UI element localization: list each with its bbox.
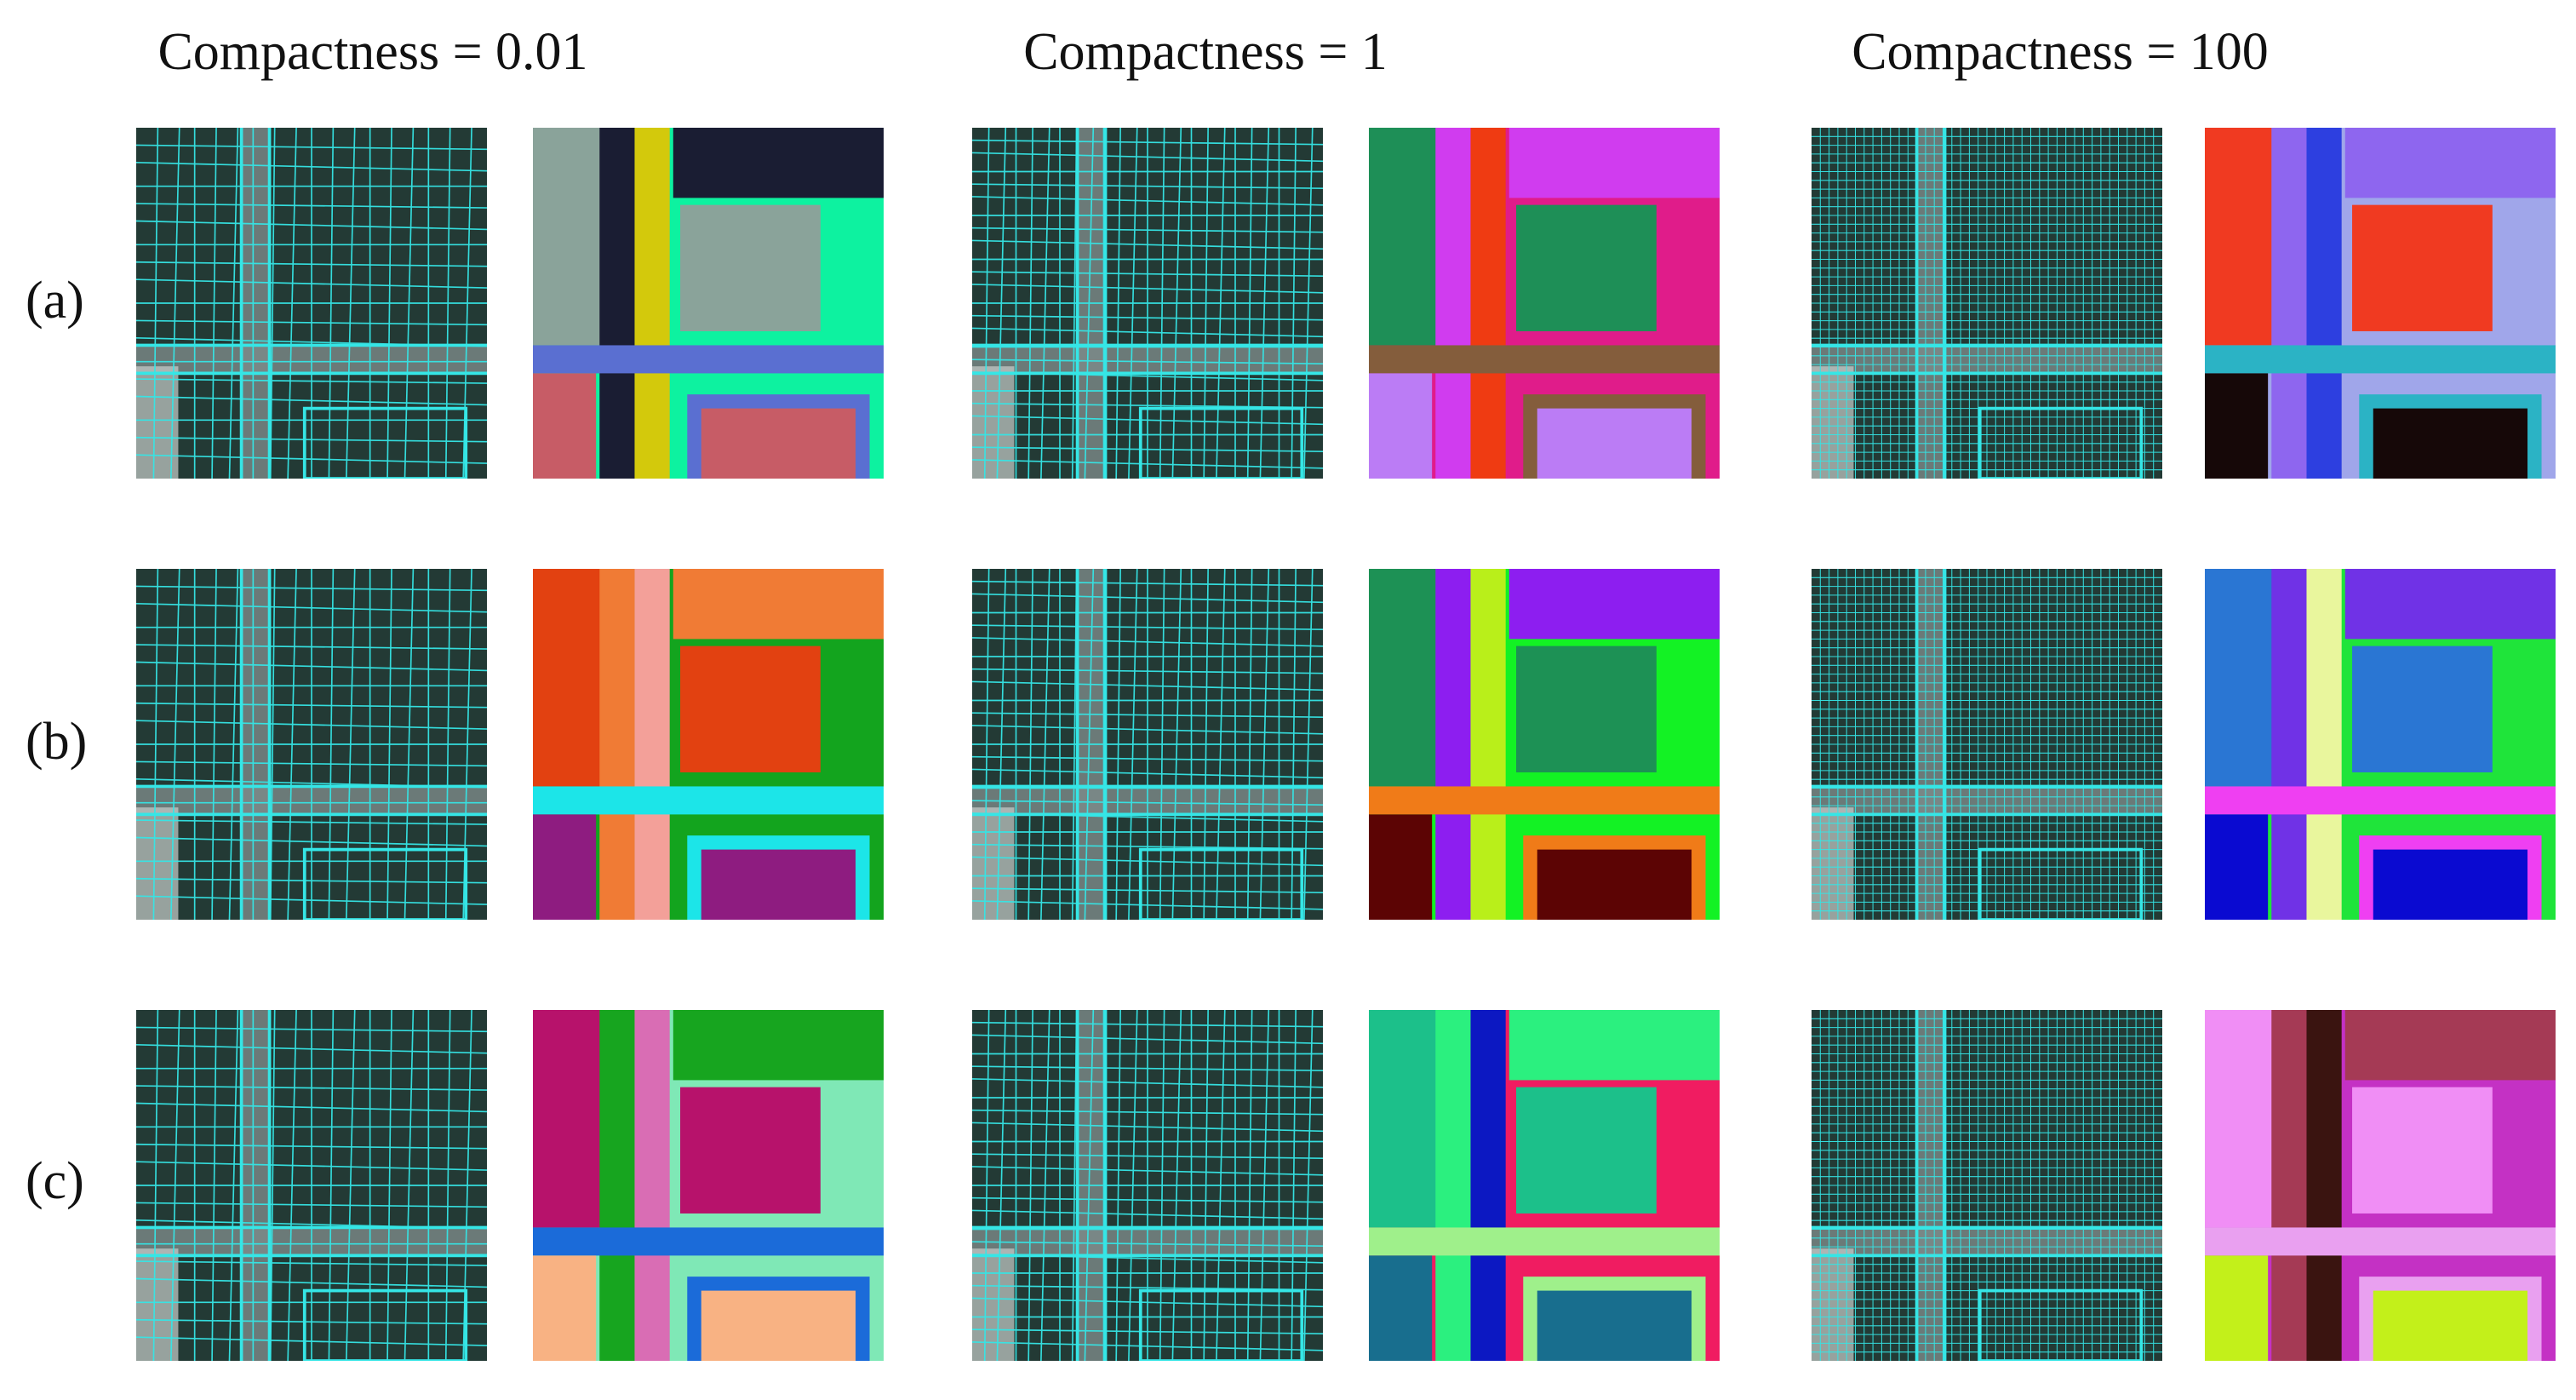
superpixel-overlay-image — [136, 1010, 487, 1361]
segmentation-map-image — [533, 1010, 884, 1361]
segmentation-map-image — [1369, 1010, 1720, 1361]
row-label: (b) — [26, 713, 88, 771]
segmentation-map-image — [2205, 1010, 2556, 1361]
column-title: Compactness = 0.01 — [157, 23, 588, 81]
segmentation-map-image — [2205, 128, 2556, 479]
superpixel-overlay-image — [972, 569, 1323, 920]
segmentation-map-image — [533, 569, 884, 920]
superpixel-overlay-image — [972, 1010, 1323, 1361]
segmentation-map-image — [1369, 569, 1720, 920]
superpixel-overlay-image — [1812, 1010, 2162, 1361]
segmentation-map-image — [1369, 128, 1720, 479]
superpixel-overlay-image — [1812, 128, 2162, 479]
column-title: Compactness = 1 — [1023, 23, 1388, 81]
superpixel-overlay-image — [136, 569, 487, 920]
segmentation-map-image — [533, 128, 884, 479]
row-label: (c) — [26, 1152, 84, 1210]
column-title: Compactness = 100 — [1852, 23, 2269, 81]
superpixel-overlay-image — [972, 128, 1323, 479]
row-label: (a) — [26, 272, 84, 330]
segmentation-map-image — [2205, 569, 2556, 920]
superpixel-overlay-image — [1812, 569, 2162, 920]
superpixel-overlay-image — [136, 128, 487, 479]
